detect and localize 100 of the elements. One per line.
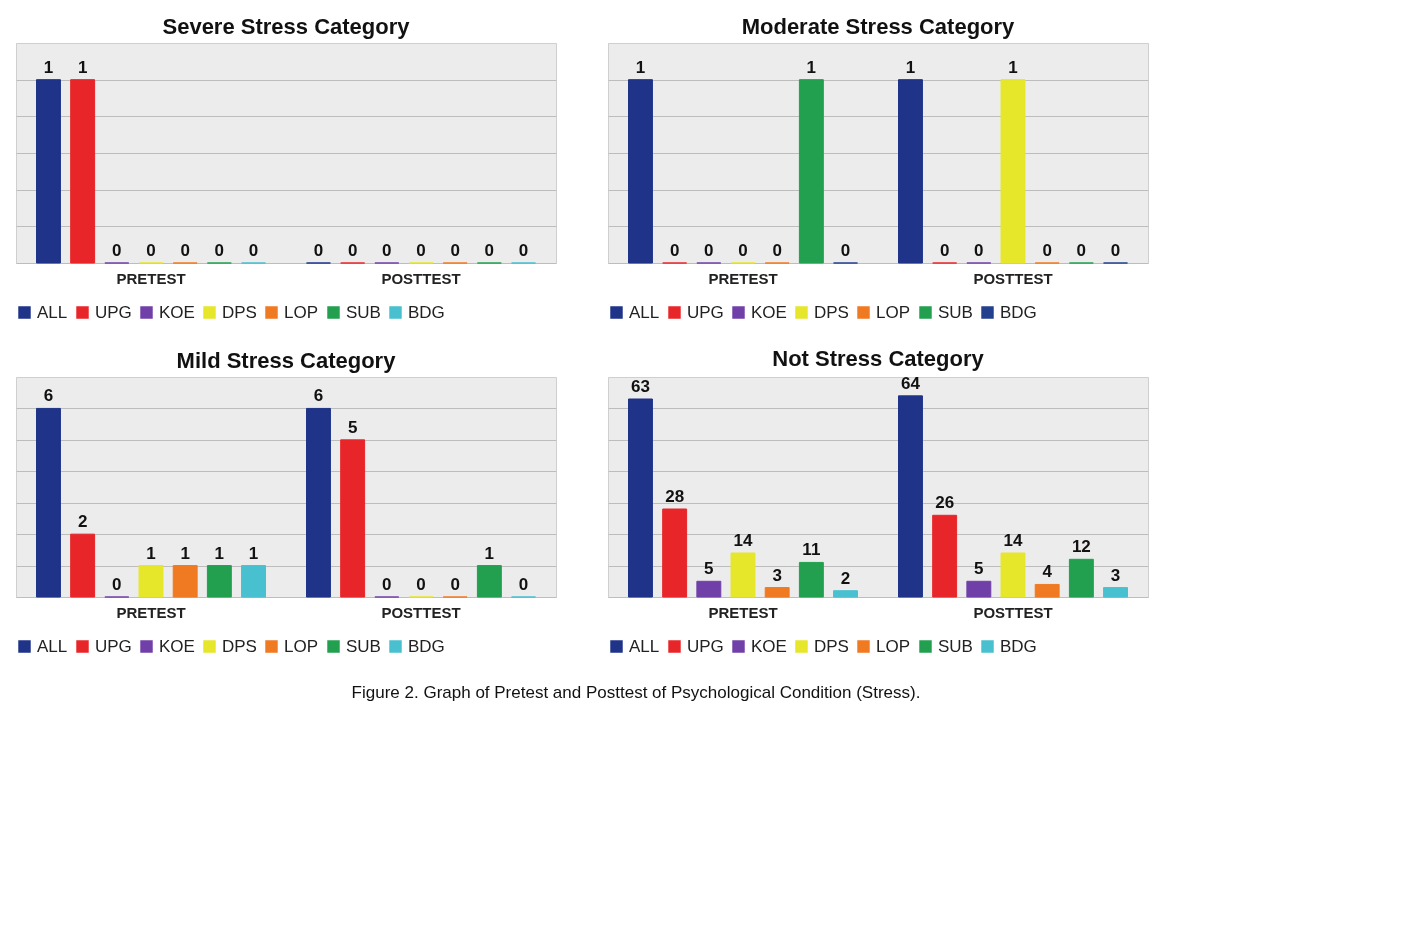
data-label: 0 — [772, 241, 782, 260]
x-tick-label: PRETEST — [116, 269, 186, 287]
data-label: 0 — [974, 241, 984, 260]
chart-title: Severe Stress Category — [162, 14, 411, 39]
data-label: 1 — [248, 543, 259, 563]
bar — [70, 533, 96, 598]
x-tick-label: POSTTEST — [381, 603, 461, 621]
data-label: 0 — [669, 241, 680, 260]
data-label: 1 — [1008, 57, 1018, 77]
bar — [764, 587, 790, 598]
x-tick-label: POSTTEST — [973, 269, 1053, 287]
data-label: 63 — [631, 377, 650, 396]
data-label: 14 — [733, 531, 753, 550]
bar — [628, 398, 653, 598]
legend-label: KOE — [159, 636, 195, 656]
legend-label: ALL — [629, 302, 660, 322]
data-label: 26 — [935, 493, 955, 513]
bar — [241, 565, 266, 598]
bar — [932, 514, 958, 598]
legend-label: ALL — [37, 302, 68, 322]
data-label: 1 — [905, 57, 916, 77]
bar — [833, 590, 858, 598]
data-label: 14 — [1003, 531, 1023, 550]
legend-label: KOE — [159, 302, 195, 322]
data-label: 1 — [180, 543, 190, 563]
legend-label: BDG — [408, 302, 445, 322]
legend-label: DPS — [814, 302, 849, 322]
data-label: 0 — [1076, 241, 1087, 260]
data-label: 0 — [939, 241, 950, 260]
data-label: 1 — [146, 543, 156, 563]
legend-label: LOP — [284, 636, 319, 656]
data-label: 1 — [214, 543, 225, 563]
data-label: 0 — [146, 241, 156, 260]
bar — [798, 561, 824, 598]
legend-label: SUB — [346, 302, 381, 322]
x-tick-label: POSTTEST — [381, 269, 461, 287]
legend-label: KOE — [751, 302, 787, 322]
data-label: 2 — [77, 512, 88, 532]
bar — [1103, 587, 1128, 598]
legend-label: ALL — [37, 636, 68, 656]
bar — [1034, 583, 1060, 598]
chart-title: Not Stress Category — [772, 345, 985, 371]
legend-label: BDG — [1000, 636, 1037, 656]
data-label: 0 — [248, 241, 259, 260]
data-label: 11 — [802, 540, 821, 560]
data-label: 1 — [43, 57, 54, 77]
caption: Figure 2. Graph of Pretest and Posttest of Psychological Condition (Stress). — [351, 683, 921, 702]
bar — [206, 565, 232, 598]
data-label: 0 — [450, 241, 460, 260]
x-tick-label: POSTTEST — [973, 603, 1053, 621]
data-label: 3 — [772, 565, 782, 585]
legend-label: DPS — [814, 636, 849, 656]
data-label: 0 — [347, 241, 358, 260]
data-label: 0 — [450, 575, 460, 594]
bar — [966, 580, 992, 598]
data-label: 0 — [382, 575, 392, 594]
data-label: 5 — [347, 417, 358, 437]
legend-label: DPS — [222, 636, 257, 656]
x-tick-label: PRETEST — [116, 603, 186, 621]
data-label: 0 — [382, 241, 392, 260]
bar — [662, 508, 688, 598]
legend-label: LOP — [876, 302, 911, 322]
data-label: 64 — [901, 373, 921, 393]
legend-label: UPG — [95, 302, 132, 322]
data-label: 0 — [416, 241, 426, 260]
data-label: 0 — [416, 575, 426, 594]
legend-label: UPG — [687, 636, 724, 656]
data-label: 12 — [1071, 537, 1091, 557]
data-label: 6 — [43, 386, 54, 406]
bar — [476, 565, 502, 598]
data-label: 28 — [665, 487, 685, 506]
legend-label: LOP — [284, 302, 319, 322]
data-label: 0 — [518, 575, 529, 594]
data-label: 5 — [974, 559, 984, 579]
bar — [138, 565, 164, 598]
data-label: 6 — [313, 386, 324, 406]
data-label: 1 — [635, 57, 646, 77]
x-tick-label: PRETEST — [708, 269, 778, 287]
legend-label: UPG — [95, 636, 132, 656]
bar — [730, 552, 756, 598]
data-label: 0 — [214, 241, 225, 260]
legend-label: BDG — [1000, 302, 1037, 322]
data-label: 0 — [484, 241, 495, 260]
chart-title: Mild Stress Category — [176, 348, 397, 373]
data-label: 5 — [704, 559, 714, 579]
data-label: 0 — [704, 241, 714, 260]
bar — [340, 439, 366, 598]
legend-label: SUB — [346, 636, 381, 656]
data-label: 0 — [313, 241, 324, 260]
legend-label: DPS — [222, 302, 257, 322]
bar — [306, 407, 331, 598]
bar — [1000, 552, 1026, 598]
chart-title: Moderate Stress Category — [741, 14, 1016, 39]
data-label: 1 — [484, 543, 495, 563]
legend-label: SUB — [938, 636, 973, 656]
x-tick-label: PRETEST — [708, 603, 778, 621]
data-label: 0 — [840, 241, 851, 260]
data-label: 0 — [1110, 241, 1121, 260]
legend-label: UPG — [687, 302, 724, 322]
data-label: 2 — [840, 568, 851, 588]
